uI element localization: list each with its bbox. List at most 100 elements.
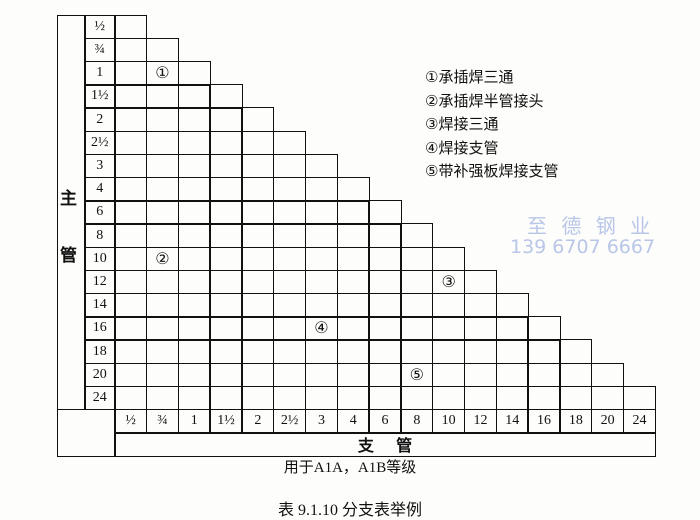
table-cell (145, 153, 180, 179)
table-cell (114, 84, 148, 109)
table-cell (241, 153, 275, 179)
table-cell (209, 223, 243, 248)
column-header: 14 (495, 408, 529, 434)
watermark-phone: 139 6707 6667 (510, 236, 656, 258)
column-header: 12 (463, 408, 498, 434)
table-cell (559, 362, 593, 388)
table-cell (591, 385, 625, 411)
table-cell (336, 200, 370, 225)
legend-item: ①承插焊三通 (425, 68, 514, 86)
table-cell (145, 269, 180, 295)
row-header: 18 (84, 339, 116, 364)
table-cell (177, 60, 211, 86)
table-cell (336, 385, 370, 411)
table-cell (177, 84, 211, 109)
marker-4: ④ (314, 320, 329, 338)
row-header: 4 (84, 176, 116, 202)
column-header: 3 (304, 408, 339, 434)
table-cell (145, 385, 180, 411)
table-cell (273, 153, 307, 179)
column-header: 6 (368, 408, 402, 434)
table-cell (209, 130, 243, 156)
table-cell (368, 362, 402, 388)
column-header: 1½ (209, 408, 243, 434)
column-header: 18 (559, 408, 593, 434)
table-cell (368, 292, 402, 318)
table-cell (463, 385, 498, 411)
table-cell (495, 362, 529, 388)
table-cell (114, 246, 148, 272)
column-header: 2½ (273, 408, 307, 434)
legend-item: ④焊接支管 (425, 138, 499, 157)
table-cell (463, 339, 498, 364)
table-note: 用于A1A，A1B等级 (283, 460, 417, 476)
watermark-company: 至 德 钢 业 (527, 214, 655, 238)
table-cell (114, 292, 148, 318)
table-cell (177, 316, 211, 341)
column-header: 10 (432, 408, 466, 434)
table-cell (177, 153, 211, 179)
table-cell (114, 130, 148, 156)
table-cell (114, 269, 148, 295)
main-pipe-label-2: 管 (60, 246, 77, 266)
table-cell (145, 223, 180, 248)
row-header: 20 (84, 362, 116, 388)
table-cell (368, 316, 402, 341)
table-cell (495, 292, 529, 318)
table-cell (209, 292, 243, 318)
table-cell (463, 292, 498, 318)
column-header: 4 (336, 408, 370, 434)
table-cell (209, 84, 243, 109)
row-header: 1 (84, 60, 116, 86)
table-cell (336, 223, 370, 248)
table-cell (114, 362, 148, 388)
table-cell (527, 385, 561, 411)
table-cell (114, 153, 148, 179)
row-header: 12 (84, 269, 116, 295)
table-cell (559, 385, 593, 411)
table-cell (432, 362, 466, 388)
table-cell (177, 246, 211, 272)
column-header: 24 (622, 408, 657, 434)
table-cell (209, 316, 243, 341)
table-cell (241, 176, 275, 202)
table-cell (114, 223, 148, 248)
table-cell (145, 292, 180, 318)
table-cell (432, 385, 466, 411)
table-cell (368, 339, 402, 364)
row-header: 3 (84, 153, 116, 179)
row-header: 1½ (84, 84, 116, 109)
table-cell (273, 200, 307, 225)
table-cell (241, 130, 275, 156)
table-cell (241, 223, 275, 248)
table-cell (177, 385, 211, 411)
table-cell (114, 14, 148, 40)
column-header: 8 (400, 408, 434, 434)
table-cell (177, 200, 211, 225)
table-cell (241, 107, 275, 132)
table-cell (177, 107, 211, 132)
table-cell (114, 385, 148, 411)
table-cell (209, 339, 243, 364)
table-cell (622, 385, 657, 411)
table-cell (336, 316, 370, 341)
table-cell (177, 339, 211, 364)
table-cell (368, 385, 402, 411)
column-header: ¾ (145, 408, 180, 434)
column-header: 16 (527, 408, 561, 434)
row-header: 2 (84, 107, 116, 132)
table-cell (463, 269, 498, 295)
table-cell (114, 107, 148, 132)
table-cell (273, 223, 307, 248)
row-header: ¾ (84, 37, 116, 63)
table-cell (145, 200, 180, 225)
table-cell (400, 385, 434, 411)
table-cell (145, 37, 180, 63)
legend-item: ②承插焊半管接头 (425, 91, 544, 110)
marker-3: ③ (441, 274, 456, 292)
table-cell (241, 292, 275, 318)
table-cell (304, 362, 339, 388)
column-header: 2 (241, 408, 275, 434)
table-cell (304, 385, 339, 411)
